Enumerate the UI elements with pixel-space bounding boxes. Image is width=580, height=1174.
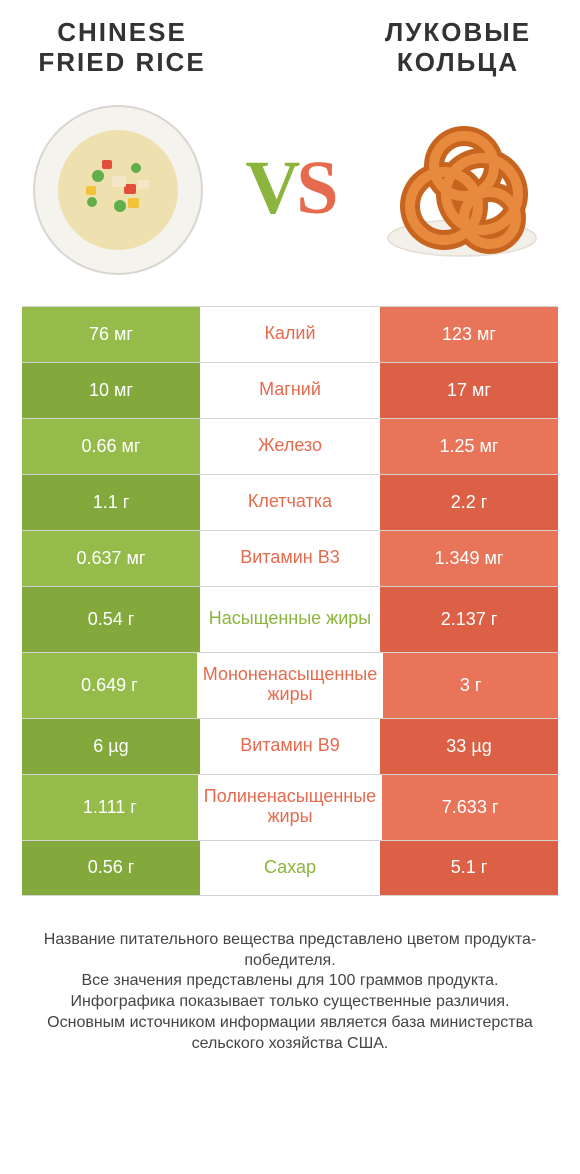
nutrient-label: Железо	[200, 419, 380, 474]
left-value: 1.1 г	[22, 475, 200, 530]
left-value: 6 µg	[22, 719, 200, 774]
right-value: 7.633 г	[382, 775, 558, 840]
nutrient-row: 0.66 мгЖелезо1.25 мг	[22, 418, 558, 474]
right-value: 2.2 г	[380, 475, 558, 530]
footer-line: Инфографика показывает только существенн…	[24, 992, 556, 1013]
nutrient-row: 6 µgВитамин B933 µg	[22, 718, 558, 774]
right-value: 123 мг	[380, 307, 558, 362]
left-value: 0.637 мг	[22, 531, 200, 586]
nutrient-row: 76 мгКалий123 мг	[22, 306, 558, 362]
nutrient-row: 10 мгМагний17 мг	[22, 362, 558, 418]
nutrient-row: 1.111 гПолиненасыщенные жиры7.633 г	[22, 774, 558, 840]
nutrient-row: 1.1 гКлетчатка2.2 г	[22, 474, 558, 530]
titles-row: CHINESE FRIED RICE ЛУКОВЫЕ КОЛЬЦА	[22, 18, 558, 78]
left-value: 0.66 мг	[22, 419, 200, 474]
footer-line: Все значения представлены для 100 граммо…	[24, 971, 556, 992]
vs-letter-v: V	[245, 146, 296, 230]
left-value: 0.56 г	[22, 841, 200, 895]
left-value: 0.649 г	[22, 653, 197, 718]
right-value: 3 г	[383, 653, 558, 718]
vs-label: VS	[245, 150, 334, 226]
fried-rice-image	[28, 98, 208, 278]
nutrient-label: Насыщенные жиры	[200, 587, 380, 652]
nutrient-label: Витамин B9	[200, 719, 380, 774]
nutrient-label: Клетчатка	[200, 475, 380, 530]
onion-rings-image	[372, 98, 552, 278]
left-value: 76 мг	[22, 307, 200, 362]
vs-letter-s: S	[296, 146, 334, 230]
footer-line: Название питательного вещества представл…	[24, 930, 556, 972]
nutrient-row: 0.56 гСахар5.1 г	[22, 840, 558, 896]
right-value: 17 мг	[380, 363, 558, 418]
nutrient-label: Полиненасыщенные жиры	[198, 775, 382, 840]
nutrient-table: 76 мгКалий123 мг10 мгМагний17 мг0.66 мгЖ…	[22, 306, 558, 896]
left-value: 0.54 г	[22, 587, 200, 652]
left-value: 1.111 г	[22, 775, 198, 840]
nutrient-row: 0.54 гНасыщенные жиры2.137 г	[22, 586, 558, 652]
footer-notes: Название питательного вещества представл…	[22, 930, 558, 1055]
right-value: 1.25 мг	[380, 419, 558, 474]
nutrient-label: Сахар	[200, 841, 380, 895]
nutrient-row: 0.649 гМононенасыщенные жиры3 г	[22, 652, 558, 718]
nutrient-row: 0.637 мгВитамин B31.349 мг	[22, 530, 558, 586]
right-value: 33 µg	[380, 719, 558, 774]
right-value: 2.137 г	[380, 587, 558, 652]
left-value: 10 мг	[22, 363, 200, 418]
infographic-root: CHINESE FRIED RICE ЛУКОВЫЕ КОЛЬЦА	[0, 0, 580, 1085]
nutrient-label: Витамин B3	[200, 531, 380, 586]
nutrient-label: Магний	[200, 363, 380, 418]
right-value: 1.349 мг	[380, 531, 558, 586]
nutrient-label: Калий	[200, 307, 380, 362]
right-food-title: ЛУКОВЫЕ КОЛЬЦА	[358, 18, 558, 78]
nutrient-label: Мононенасыщенные жиры	[197, 653, 383, 718]
right-value: 5.1 г	[380, 841, 558, 895]
footer-line: Основным источником информации является …	[24, 1013, 556, 1055]
hero-row: VS	[22, 98, 558, 278]
left-food-title: CHINESE FRIED RICE	[22, 18, 222, 78]
